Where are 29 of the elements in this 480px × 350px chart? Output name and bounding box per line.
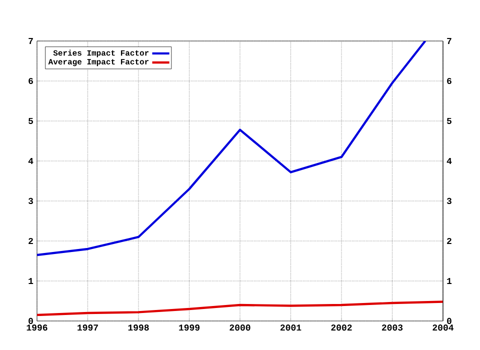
x-tick-label: 2002 [331, 324, 352, 331]
legend-label: Average Impact Factor [48, 59, 149, 66]
x-tick-label: 2000 [230, 324, 250, 331]
x-tick-label: 1996 [26, 324, 48, 331]
y2-tick-label: 4 [446, 158, 452, 164]
line-series [37, 40, 426, 256]
x-tick-label: 2001 [280, 324, 302, 331]
y-tick-label: 0 [28, 318, 33, 324]
y2-tick-label: 5 [446, 118, 452, 124]
y2-tick-label: 6 [447, 78, 452, 84]
x-tick-label: 1997 [78, 324, 98, 331]
y2-tick-label: 3 [446, 198, 452, 204]
y-tick-label: 2 [28, 238, 33, 244]
y-tick-label: 5 [28, 118, 34, 124]
y-tick-label: 1 [28, 278, 34, 284]
line-series [37, 300, 443, 316]
y-tick-label: 7 [28, 38, 33, 44]
y-tick-label: 4 [28, 158, 34, 164]
y2-tick-label: 0 [447, 318, 452, 324]
y2-tick-label: 1 [447, 278, 452, 284]
y-tick-label: 3 [28, 198, 34, 204]
x-tick-label: 2003 [382, 324, 403, 331]
legend-label: Series Impact Factor [53, 50, 149, 58]
x-tick-label: 2004 [432, 324, 454, 331]
y-tick-label: 6 [28, 78, 33, 84]
x-tick-label: 1999 [179, 324, 200, 331]
x-tick-label: 1998 [128, 324, 149, 331]
y2-tick-label: 7 [447, 38, 452, 44]
y2-tick-label: 2 [447, 238, 452, 244]
